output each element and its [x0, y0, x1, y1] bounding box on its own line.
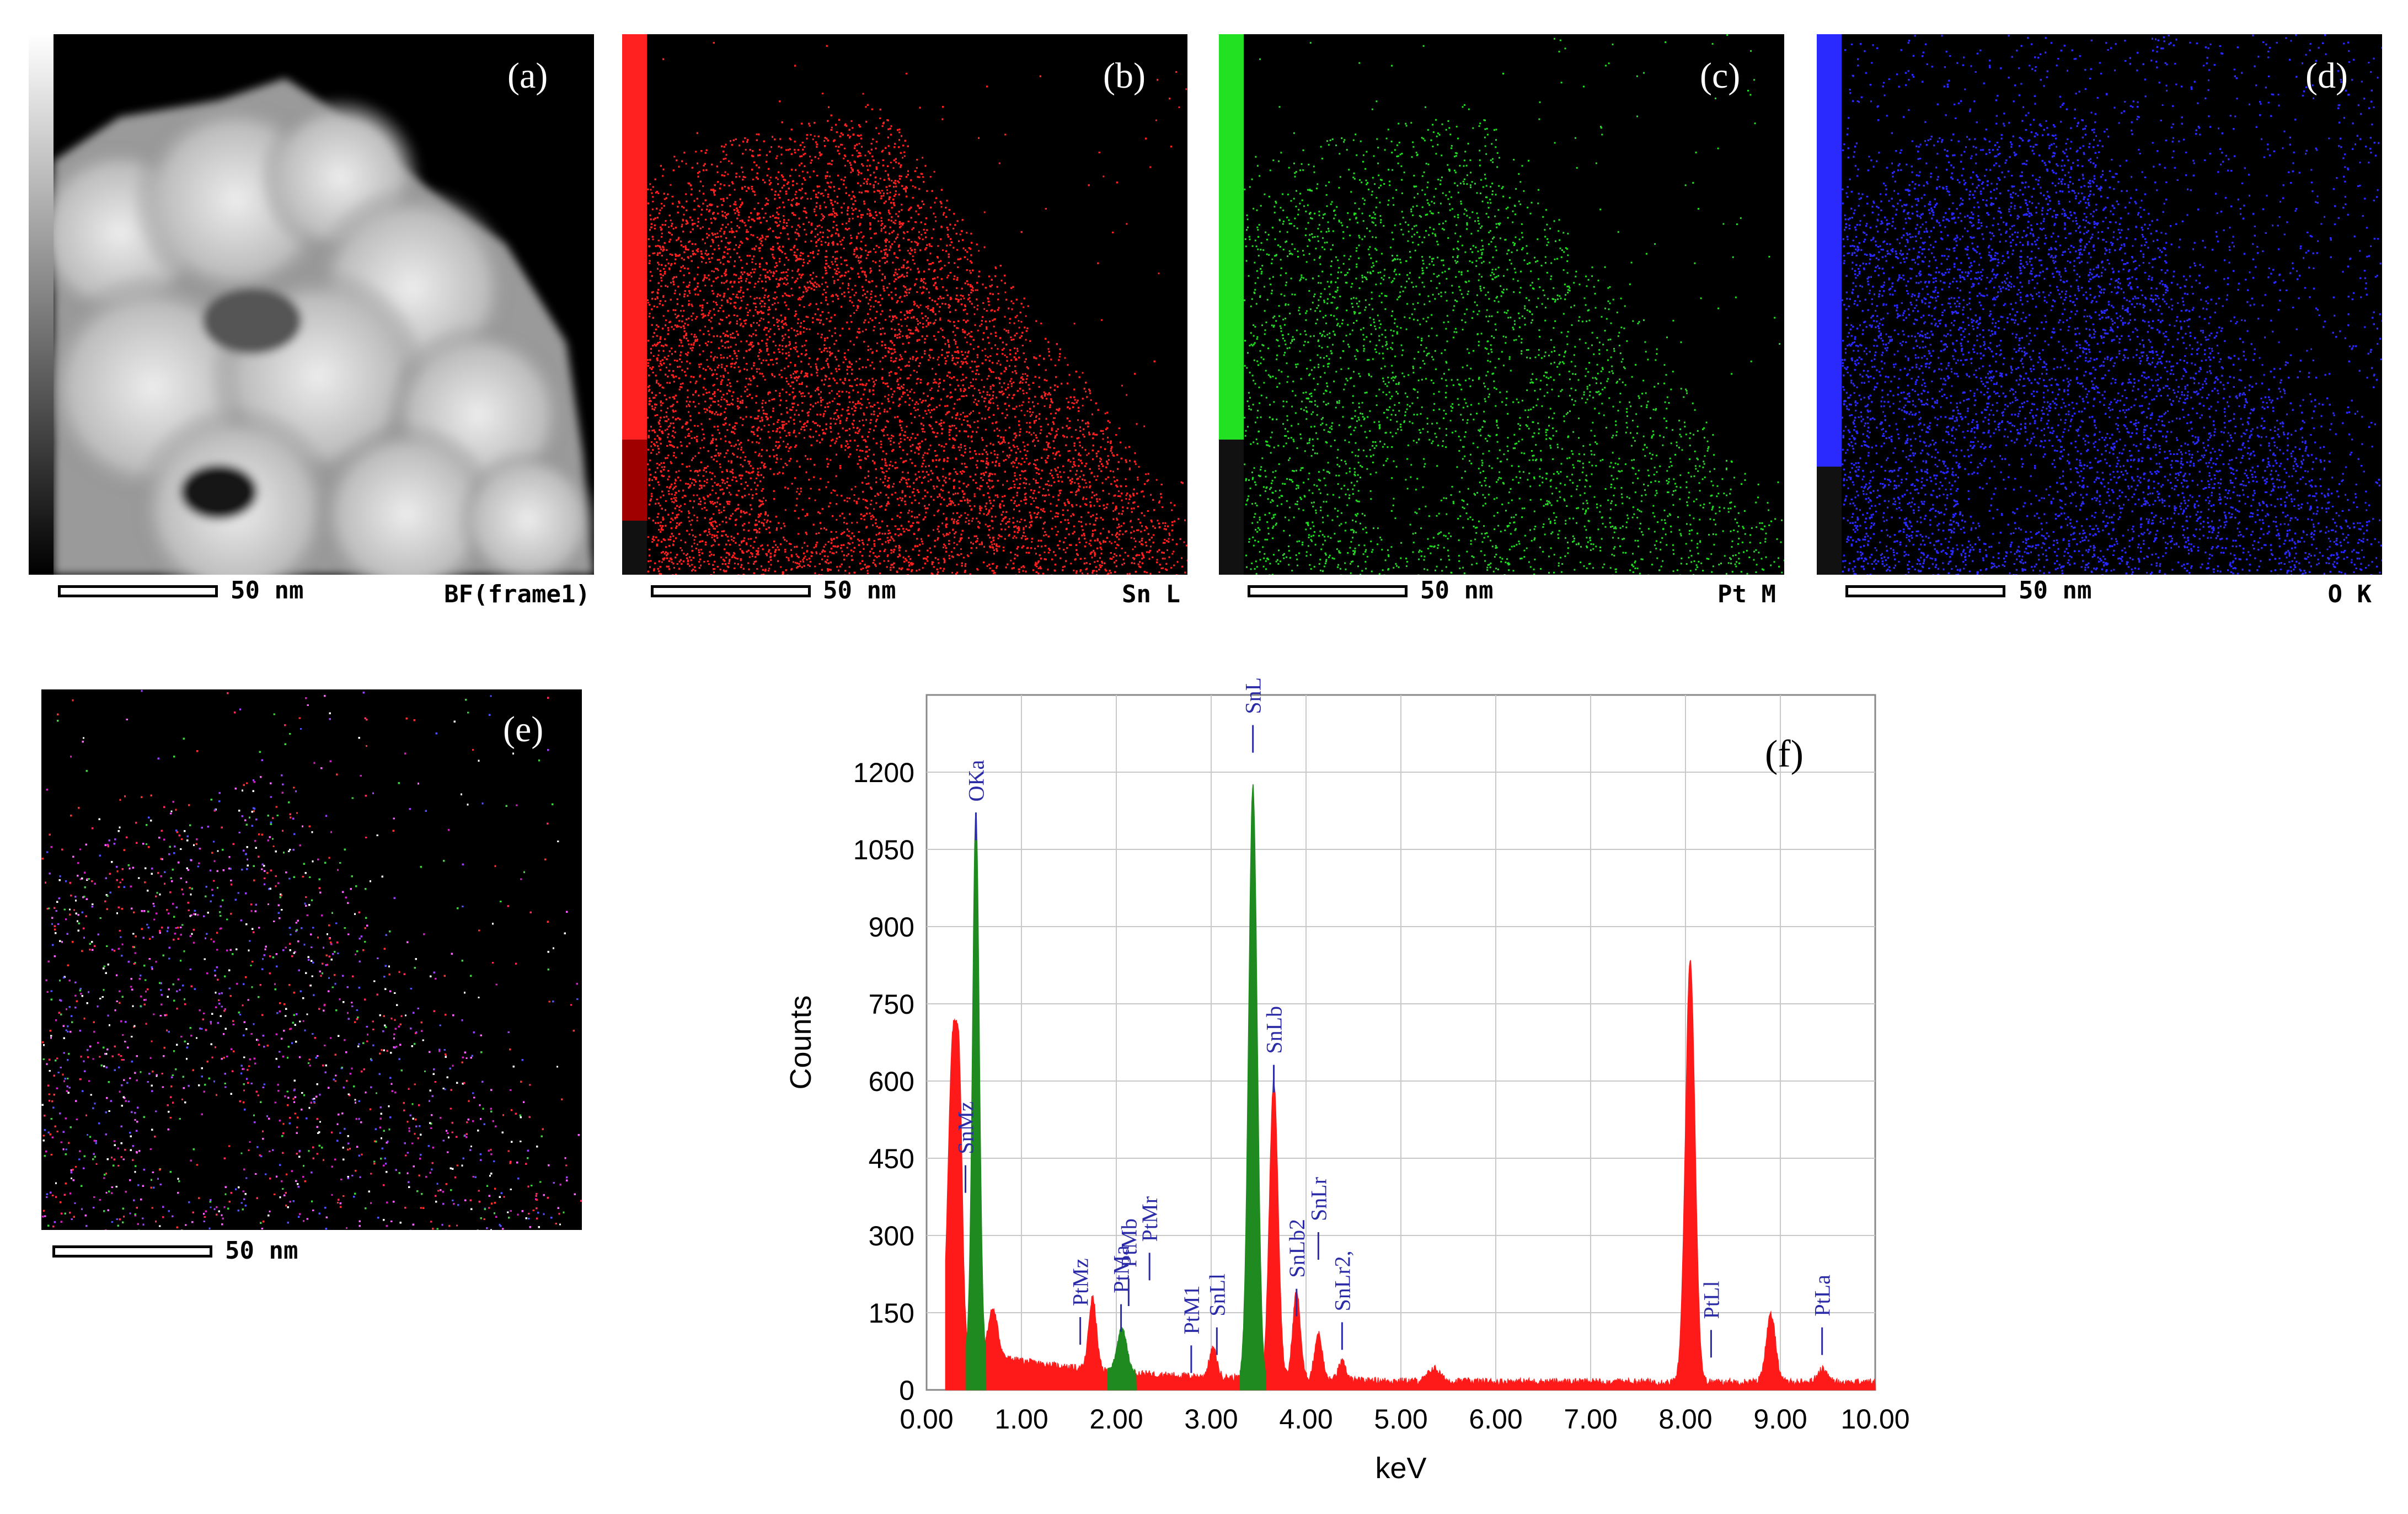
panel-d-scale-text: 50 nm [2019, 576, 2091, 604]
y-tick-label: 900 [869, 912, 914, 943]
panel-e-label: (e) [503, 709, 543, 751]
panel-e-scale-text: 50 nm [225, 1237, 298, 1265]
red-colorbar [622, 34, 647, 575]
annotation-label: PtMz [1068, 1258, 1093, 1306]
annotation-label: SnLb2 [1285, 1219, 1309, 1278]
panel-a-scale-bar [58, 585, 218, 597]
panel-a-element-label: BF(frame1) [441, 580, 590, 608]
y-tick-label: 150 [869, 1298, 914, 1329]
annotation-label: OKa [964, 760, 988, 802]
x-tick-label: 2.00 [1089, 1404, 1143, 1435]
y-tick-label: 1050 [853, 834, 914, 865]
panel-f-label: (f) [1765, 733, 1804, 775]
panel-b-scale-text: 50 nm [823, 576, 896, 604]
annotation-label: PtMr [1137, 1196, 1162, 1242]
panel-a-label: (a) [507, 55, 548, 97]
x-axis-label: keV [1375, 1452, 1426, 1485]
blue-colorbar [1817, 34, 1842, 575]
annotation-label: SnLa [1241, 678, 1266, 714]
y-tick-label: 450 [869, 1143, 914, 1174]
annotation-label: SnLr [1306, 1177, 1331, 1221]
x-tick-label: 10.00 [1840, 1404, 1909, 1435]
annotation-label: SnLl [1205, 1274, 1229, 1317]
panel-c-scale-text: 50 nm [1420, 576, 1493, 604]
panel-e-scale-bar [52, 1245, 212, 1258]
annotation-label: PtLl [1699, 1281, 1724, 1319]
panel-b-scale-bar [651, 585, 811, 597]
x-tick-label: 7.00 [1564, 1404, 1617, 1435]
panel-c-label: (c) [1700, 55, 1740, 97]
panel-a-scale-text: 50 nm [231, 576, 303, 604]
y-axis-label: Counts [784, 995, 817, 1089]
x-tick-label: 4.00 [1279, 1404, 1333, 1435]
y-tick-label: 750 [869, 989, 914, 1020]
panel-d-scale-bar [1845, 585, 2005, 597]
annotation-label: PtLa [1810, 1275, 1835, 1317]
y-tick-label: 0 [899, 1375, 914, 1406]
grayscale-colorbar [29, 34, 53, 575]
y-tick-label: 1200 [853, 757, 914, 788]
y-tick-label: 300 [869, 1221, 914, 1251]
annotation-label: SnMz [954, 1101, 978, 1154]
annotation-label: PtM1 [1179, 1285, 1204, 1334]
x-tick-label: 8.00 [1658, 1404, 1712, 1435]
x-tick-label: 1.00 [994, 1404, 1048, 1435]
panel-c-pt-m-map [1244, 34, 1784, 575]
panel-a-bright-field-image [53, 34, 594, 575]
x-tick-label: 9.00 [1753, 1404, 1807, 1435]
panel-d-label: (d) [2305, 55, 2348, 97]
panel-b-label: (b) [1103, 55, 1146, 97]
panel-e-overlay-map [41, 689, 582, 1230]
panel-b-element-label: Sn L [1037, 580, 1180, 608]
panel-d-element-label: O K [2228, 580, 2372, 608]
x-tick-label: 3.00 [1184, 1404, 1238, 1435]
annotation-label: SnLb [1262, 1006, 1287, 1054]
x-tick-label: 5.00 [1374, 1404, 1427, 1435]
panel-c-scale-bar [1248, 585, 1408, 597]
panel-d-o-k-map [1842, 34, 2382, 575]
y-tick-label: 600 [869, 1066, 914, 1097]
x-tick-label: 6.00 [1469, 1404, 1522, 1435]
panel-b-sn-l-map [647, 34, 1187, 575]
panel-c-element-label: Pt M [1633, 580, 1776, 608]
annotation-label: SnLr2, [1330, 1250, 1355, 1311]
x-tick-label: 0.00 [900, 1404, 953, 1435]
green-colorbar [1219, 34, 1244, 575]
eds-spectrum-chart: 0.00 1.00 2.00 3.00 4.00 5.00 6.00 7.00 8.00 9.00… [761, 678, 1930, 1506]
